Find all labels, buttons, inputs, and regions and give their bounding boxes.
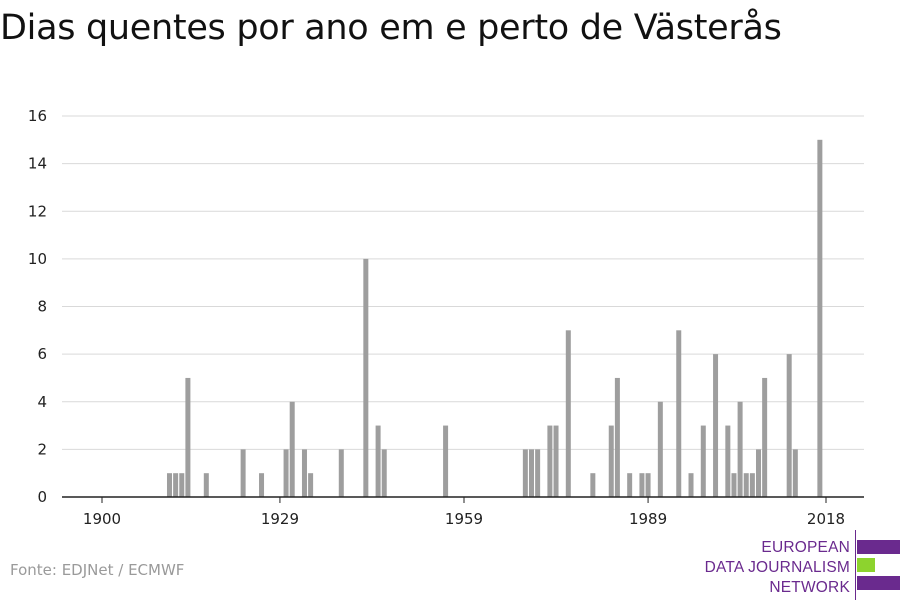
bar: [535, 449, 541, 497]
bar: [657, 401, 663, 497]
y-tick-label: 6: [37, 345, 47, 363]
bar: [762, 377, 768, 497]
edjnet-logo: EUROPEAN DATA JOURNALISM NETWORK: [690, 530, 900, 600]
x-tick-label: 1989: [629, 510, 667, 528]
bar: [185, 377, 191, 497]
bar: [743, 473, 749, 497]
bar: [731, 473, 737, 497]
bar: [528, 449, 534, 497]
bar: [688, 473, 694, 497]
bar: [786, 354, 792, 497]
bar: [375, 425, 381, 497]
logo-line-network: NETWORK: [769, 579, 850, 596]
logo-divider: [855, 530, 856, 600]
logo-line-data-journalism: DATA JOURNALISM: [704, 559, 850, 576]
bar: [308, 473, 314, 497]
bar: [737, 401, 743, 497]
y-tick-label: 0: [37, 488, 47, 506]
bar: [817, 139, 823, 497]
bar: [700, 425, 706, 497]
chart-title: Dias quentes por ano em e perto de Väste…: [0, 8, 782, 48]
bar: [443, 425, 449, 497]
source-note: Fonte: EDJNet / ECMWF: [10, 561, 185, 579]
bar: [676, 330, 682, 497]
bar: [792, 449, 798, 497]
bar: [301, 449, 307, 497]
bar: [259, 473, 265, 497]
bar: [614, 377, 620, 497]
logo-bar-middle: [857, 558, 875, 572]
bar: [547, 425, 553, 497]
bar: [608, 425, 614, 497]
bar: [713, 354, 719, 497]
bar: [749, 473, 755, 497]
x-tick-label: 1959: [445, 510, 483, 528]
bar: [363, 258, 369, 497]
y-tick-label: 10: [28, 250, 47, 268]
logo-bar-top: [857, 540, 900, 554]
x-tick-label: 2018: [807, 510, 845, 528]
bar: [639, 473, 645, 497]
y-tick-label: 12: [28, 202, 47, 220]
logo-bar-bottom: [857, 576, 900, 590]
bar: [756, 449, 762, 497]
y-tick-label: 14: [28, 155, 47, 173]
y-tick-label: 4: [37, 393, 47, 411]
logo-line-european: EUROPEAN: [761, 539, 850, 556]
bar: [166, 473, 172, 497]
bar: [645, 473, 651, 497]
x-tick-label: 1929: [261, 510, 299, 528]
bar: [203, 473, 209, 497]
bar: [283, 449, 289, 497]
bar: [553, 425, 559, 497]
bar: [627, 473, 633, 497]
bar: [565, 330, 571, 497]
y-tick-label: 16: [28, 107, 47, 125]
bar-chart: 0 2 4 6 8 10 12 14 16 1900 1929 1959 1989 2018: [28, 107, 864, 528]
bar: [381, 449, 387, 497]
bar: [590, 473, 596, 497]
y-tick-label: 2: [37, 440, 47, 458]
bar: [179, 473, 185, 497]
bar: [725, 425, 731, 497]
bar: [240, 449, 246, 497]
y-tick-label: 8: [37, 298, 47, 316]
bar: [289, 401, 295, 497]
bar: [338, 449, 344, 497]
bar: [173, 473, 179, 497]
x-tick-label: 1900: [83, 510, 121, 528]
bar: [522, 449, 528, 497]
